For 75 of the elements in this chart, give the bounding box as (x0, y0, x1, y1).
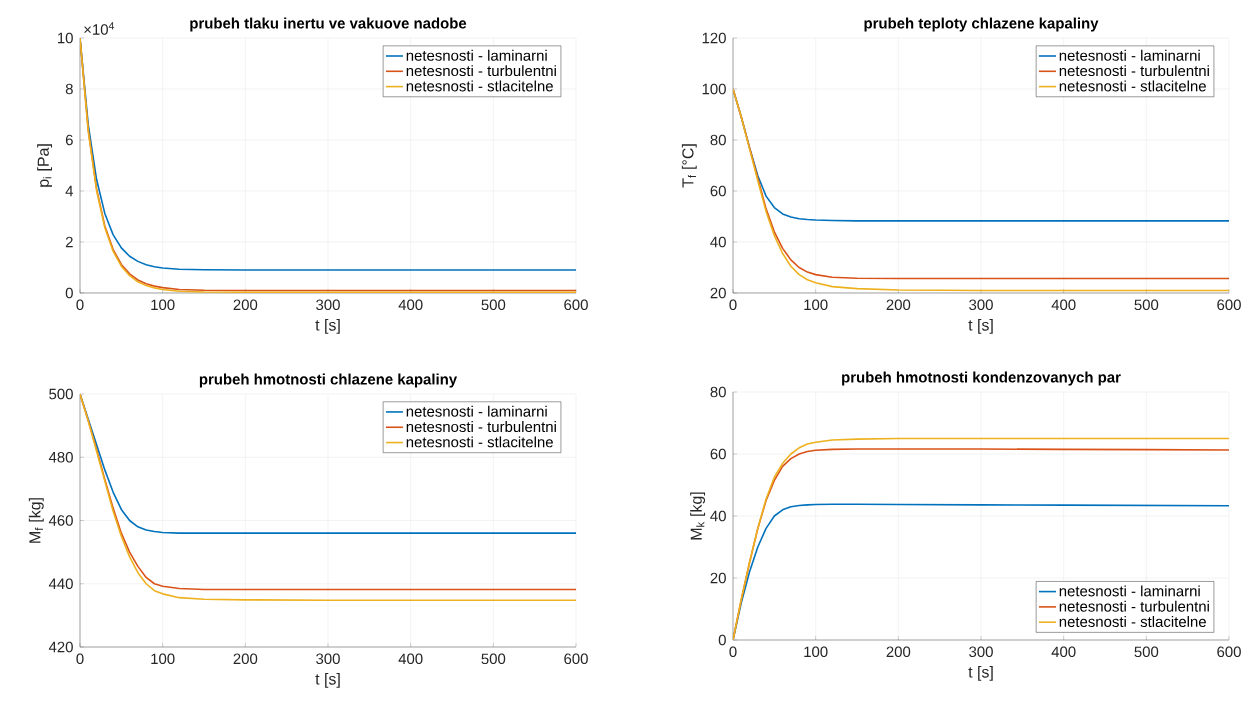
legend-label: netesnosti - stlacitelne (1059, 80, 1206, 92)
legend-label: netesnosti - laminarni (406, 49, 547, 61)
chart-title: prubeh hmotnosti chlazene kapaliny (199, 373, 458, 388)
x-tick-label: 300 (316, 299, 340, 311)
x-tick-label: 500 (481, 653, 506, 665)
y-tick-label: 4 (65, 185, 74, 197)
y-tick-label: 40 (710, 236, 726, 248)
legend-label: netesnosti - stlacitelne (406, 436, 553, 448)
legend-label: netesnosti - turbulentni (1059, 65, 1209, 77)
x-tick-label: 600 (564, 653, 588, 665)
x-tick-label: 0 (76, 653, 84, 665)
x-tick-label: 100 (151, 299, 175, 311)
legend-label: netesnosti - laminarni (1059, 585, 1200, 597)
legend-label: netesnosti - turbulentni (1059, 600, 1209, 612)
x-tick-label: 200 (233, 653, 258, 665)
x-tick-label: 400 (398, 653, 423, 665)
y-tick-label: 500 (49, 388, 73, 400)
text: ×10$^{4}$ (84, 22, 115, 35)
y-axis-title: M$_{f}$ [kg] (28, 498, 44, 543)
x-tick-label: 0 (729, 299, 737, 311)
y-tick-label: 8 (65, 83, 73, 95)
x-tick-label: 100 (804, 646, 828, 658)
x-tick-label: 500 (481, 299, 506, 311)
x-tick-label: 400 (1051, 646, 1076, 658)
x-axis-title: t [s] (315, 318, 340, 334)
x-tick-label: 0 (76, 299, 84, 311)
x-tick-label: 300 (969, 646, 993, 658)
x-tick-label: 200 (886, 299, 911, 311)
chart-title: prubeh hmotnosti kondenzovanych par (842, 371, 1121, 386)
y-tick-label: 460 (48, 515, 73, 526)
y-tick-label: 480 (48, 451, 73, 463)
legend-label: netesnosti - turbulentni (406, 65, 556, 77)
x-tick-label: 0 (729, 646, 737, 658)
x-tick-label: 100 (804, 299, 828, 311)
y-tick-label: 40 (710, 510, 726, 522)
x-tick-label: 200 (233, 299, 258, 311)
x-tick-label: 300 (316, 653, 340, 665)
y-tick-label: 6 (65, 134, 73, 146)
x-tick-label: 400 (398, 299, 423, 311)
y-tick-label: 120 (702, 32, 726, 44)
x-tick-label: 100 (151, 653, 175, 665)
x-tick-label: 600 (1217, 299, 1241, 311)
y-tick-label: 20 (710, 287, 726, 299)
legend-label: netesnosti - stlacitelne (1059, 616, 1206, 628)
x-tick-label: 500 (1134, 646, 1159, 658)
x-axis-title: t [s] (315, 672, 340, 688)
x-axis-title: t [s] (968, 665, 993, 681)
y-axis-title: T$_{f}$ [°C] (681, 144, 697, 188)
y-tick-label: 60 (710, 185, 726, 197)
y-tick-label: 420 (48, 641, 73, 653)
y-tick-label: 10 (58, 32, 73, 44)
chart-title: prubeh teploty chlazene kapaliny (864, 17, 1099, 32)
x-tick-label: 400 (1051, 299, 1076, 311)
y-tick-label: 60 (710, 448, 726, 460)
x-tick-label: 500 (1134, 299, 1159, 311)
y-tick-label: 100 (702, 83, 726, 95)
y-tick-label: 0 (65, 287, 73, 299)
x-tick-label: 300 (969, 299, 993, 311)
x-axis-title: t [s] (968, 318, 993, 334)
x-tick-label: 600 (1217, 646, 1241, 658)
legend-label: netesnosti - laminarni (1059, 49, 1200, 61)
y-tick-label: 20 (710, 572, 726, 584)
y-axis-title: M$_{k}$ [kg] (690, 492, 706, 540)
x-tick-label: 200 (886, 646, 911, 658)
chart-title: prubeh tlaku inertu ve vakuove nadobe (190, 17, 467, 32)
legend-label: netesnosti - laminarni (406, 405, 547, 417)
x-tick-label: 600 (564, 299, 588, 311)
y-tick-label: 2 (65, 236, 73, 248)
y-tick-label: 440 (48, 578, 73, 590)
y-tick-label: 80 (710, 134, 726, 146)
y-tick-label: 80 (710, 386, 726, 398)
legend-label: netesnosti - stlacitelne (406, 80, 553, 92)
y-tick-label: 0 (718, 634, 726, 646)
y-axis-title: p$_{i}$ [Pa] (37, 144, 53, 187)
legend-label: netesnosti - turbulentni (406, 421, 556, 433)
